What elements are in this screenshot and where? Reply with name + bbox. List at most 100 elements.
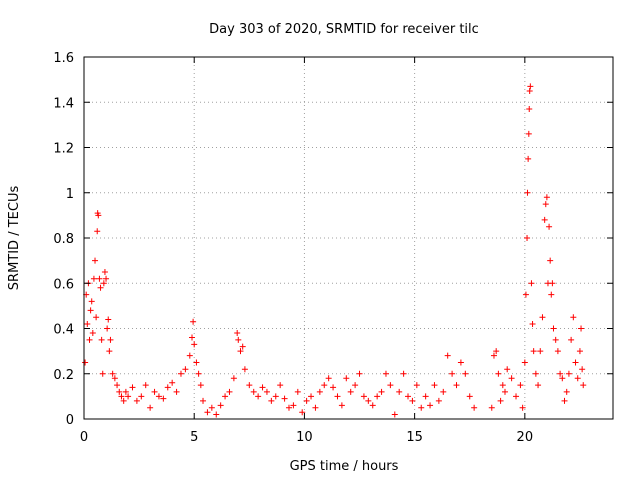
data-point [334,393,341,400]
data-point [529,320,536,327]
data-point [100,280,107,287]
data-point [151,388,158,395]
data-point [499,382,506,389]
data-point [400,370,407,377]
data-point [104,325,111,332]
data-point [504,366,511,373]
y-tick-label: 0.8 [53,232,74,247]
data-point [222,393,229,400]
data-point [568,336,575,343]
data-point [405,393,412,400]
data-point [550,325,557,332]
data-point [177,370,184,377]
data-point [86,336,93,343]
x-tick-label: 0 [80,430,88,445]
data-point [396,388,403,395]
data-point [352,382,359,389]
data-point [552,336,559,343]
data-point [235,336,242,343]
data-point [93,314,100,321]
data-point [142,382,149,389]
data-point [537,348,544,355]
data-point [197,382,204,389]
axis-ticks: 0 0.2 0.4 0.6 0.8 1 1.2 1.4 1.6 0 5 10 15 20 [53,51,613,445]
data-point [431,382,438,389]
data-point [191,341,198,348]
data-point [94,228,101,235]
data-point [114,382,121,389]
data-point [308,393,315,400]
data-point [312,404,319,411]
data-point [106,348,113,355]
data-point [360,393,367,400]
data-point [169,379,176,386]
data-point [579,366,586,373]
data-point [574,375,581,382]
data-point [561,397,568,404]
data-point [290,402,297,409]
data-point [182,366,189,373]
data-point [524,235,531,241]
data-point [299,409,306,416]
data-point [204,409,211,416]
data-point [173,388,180,395]
data-point [195,370,202,377]
data-point [546,223,553,230]
y-tick-label: 1.2 [53,142,74,157]
data-point [107,336,114,343]
data-point [382,370,389,377]
data-point [84,320,91,327]
data-point [391,411,398,418]
data-point [250,388,257,395]
data-point [82,359,89,366]
data-point [490,352,497,359]
data-point [495,370,502,377]
data-point [513,393,520,400]
data-point [517,382,524,389]
data-point [118,393,125,400]
data-point [572,359,579,366]
data-point [92,257,99,264]
y-tick-label: 0.6 [53,277,74,292]
data-point [378,388,385,395]
data-point [330,384,337,391]
data-point [488,404,495,411]
data-point [524,189,531,196]
data-point [565,370,572,377]
data-point [530,348,537,355]
data-point [519,404,526,411]
data-point [374,393,381,400]
data-point [557,370,564,377]
data-point [122,388,129,395]
data-point [239,343,246,350]
data-point [147,404,154,411]
data-point [535,382,542,389]
data-point [549,280,556,287]
data-point [444,352,451,359]
x-tick-label: 10 [296,430,313,445]
data-point [449,370,456,377]
data-point [88,298,95,305]
x-tick-label: 20 [517,430,534,445]
data-point [125,393,132,400]
data-point [526,106,533,113]
data-point [259,384,266,391]
data-point [543,194,550,201]
data-point [90,275,97,282]
data-point [116,388,123,395]
data-point [418,404,425,411]
data-point [96,275,103,282]
data-point [155,393,162,400]
data-point [453,382,460,389]
data-point [105,316,112,323]
data-point [226,388,233,395]
data-point [120,397,127,404]
data-point [316,388,323,395]
x-tick-label: 15 [406,430,423,445]
data-point [527,83,534,90]
data-point [525,130,532,137]
data-point [343,375,350,382]
data-point [542,201,549,208]
data-point [95,212,102,219]
